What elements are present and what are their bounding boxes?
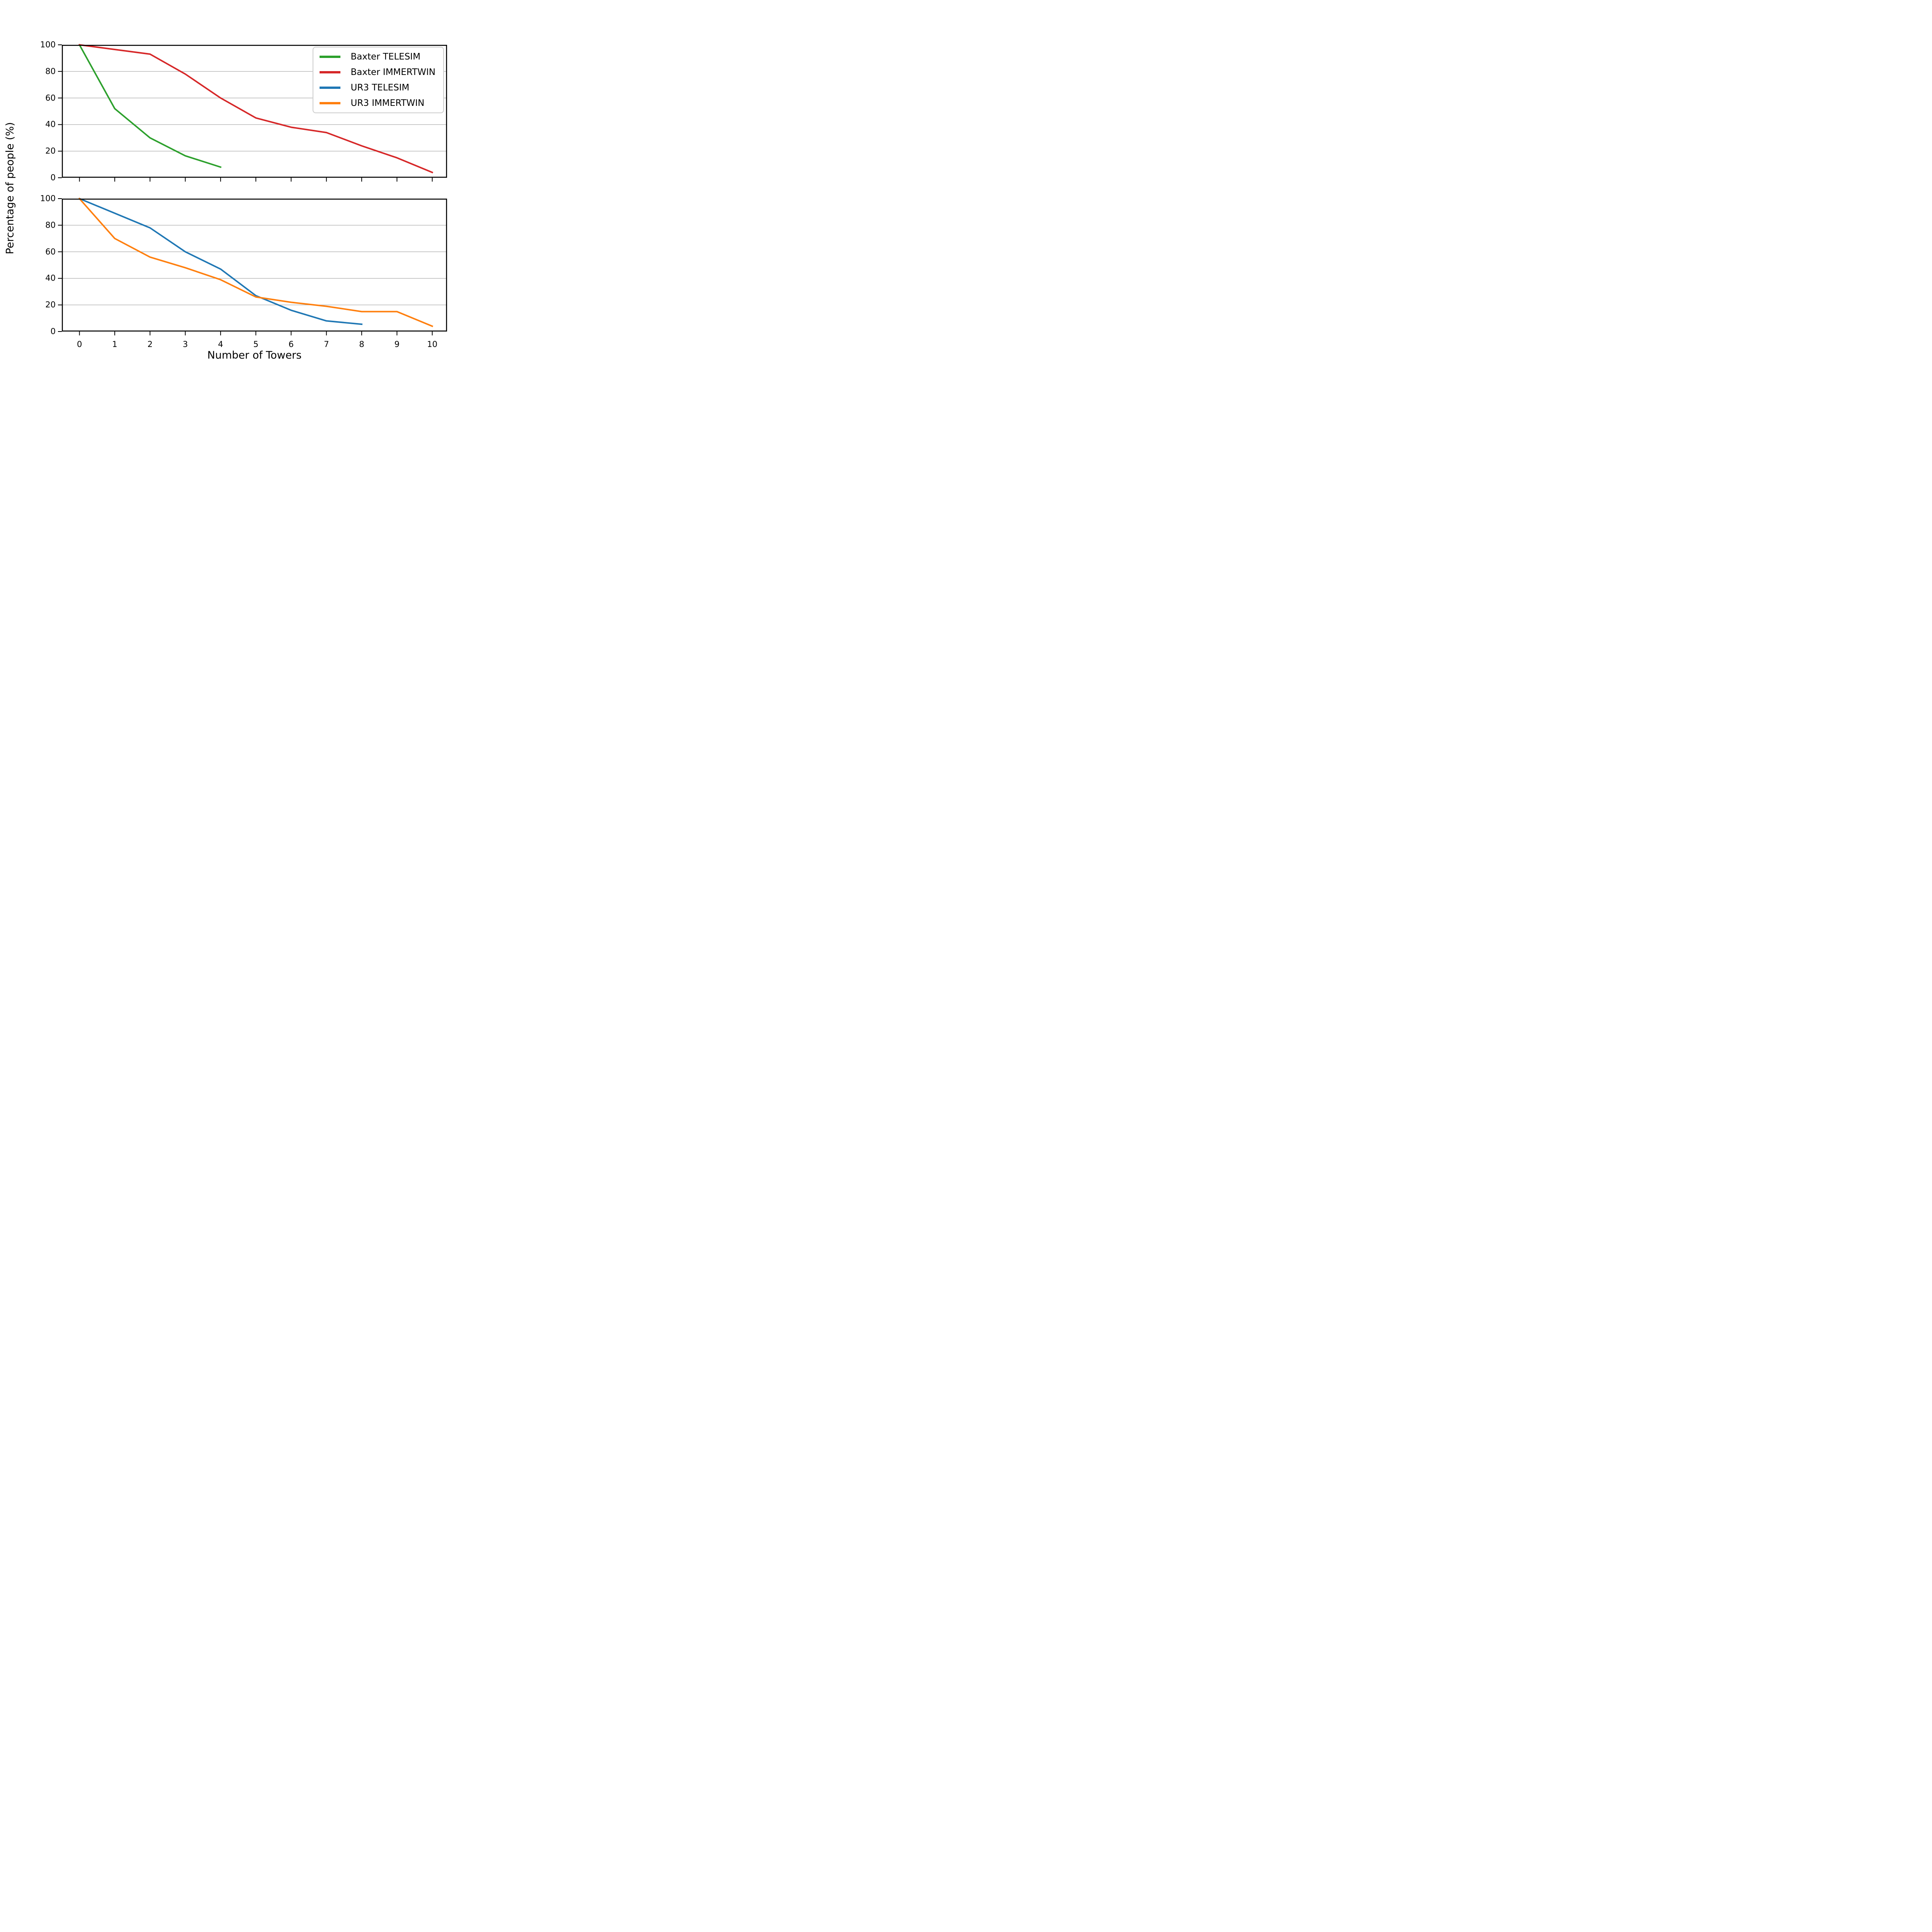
legend-item-label: UR3 TELESIM bbox=[350, 83, 410, 93]
y-tick-label-80: 80 bbox=[45, 220, 56, 230]
y-tick-label-60: 60 bbox=[45, 93, 56, 103]
baxter-chart-panel: 0 20 40 60 80 100 Baxter TELESIM Baxter IMMERTW… bbox=[40, 41, 447, 182]
y-axis-label: Percentage of people (%) bbox=[4, 122, 16, 254]
x-tick-label-9: 9 bbox=[394, 340, 400, 349]
y-tick-label-0: 0 bbox=[50, 327, 56, 336]
figure: Percentage of people (%) 0 20 40 60 80 100 Bax… bbox=[0, 0, 495, 371]
series-line-ur3-immertwin bbox=[78, 197, 434, 327]
y-tick-label-60: 60 bbox=[45, 247, 56, 257]
y-tick-label-20: 20 bbox=[45, 300, 56, 310]
legend-item-label: Baxter TELESIM bbox=[350, 52, 421, 62]
legend-item-ur3-immertwin: UR3 IMMERTWIN bbox=[320, 99, 435, 108]
legend-item-label: Baxter IMMERTWIN bbox=[350, 67, 435, 77]
legend-line-swatch bbox=[320, 102, 341, 104]
series-line-baxter-immertwin bbox=[78, 44, 434, 173]
ur3-chart-panel: 0 20 40 60 80 100 0 1 2 3 4 5 6 7 8 9 10 bbox=[40, 194, 447, 349]
y-tick-label-100: 100 bbox=[40, 194, 56, 203]
x-tick-label-4: 4 bbox=[218, 340, 223, 349]
x-tick-label-5: 5 bbox=[253, 340, 259, 349]
x-tick-label-3: 3 bbox=[182, 340, 188, 349]
y-tick-label-100: 100 bbox=[40, 40, 56, 49]
x-axis-label: Number of Towers bbox=[207, 349, 302, 361]
legend-line-swatch bbox=[320, 71, 341, 73]
legend-line-swatch bbox=[320, 56, 341, 58]
axes-spines bbox=[61, 198, 447, 332]
y-tick-label-40: 40 bbox=[45, 119, 56, 129]
x-tick-label-2: 2 bbox=[147, 340, 153, 349]
series-line-baxter-telesim bbox=[78, 44, 222, 168]
x-tick-label-1: 1 bbox=[112, 340, 117, 349]
legend-item-label: UR3 IMMERTWIN bbox=[350, 98, 425, 108]
legend-item-baxter-telesim: Baxter TELESIM bbox=[320, 52, 435, 61]
y-tick-label-0: 0 bbox=[50, 173, 56, 182]
x-tick-label-8: 8 bbox=[359, 340, 364, 349]
x-tick-label-7: 7 bbox=[324, 340, 329, 349]
x-tick-label-0: 0 bbox=[77, 340, 82, 349]
legend-item-ur3-telesim: UR3 TELESIM bbox=[320, 83, 435, 92]
y-tick-label-40: 40 bbox=[45, 273, 56, 283]
axes-spines bbox=[61, 44, 447, 178]
ur3-survival-svg bbox=[58, 197, 447, 335]
legend-line-swatch bbox=[320, 87, 341, 89]
y-tick-label-80: 80 bbox=[45, 66, 56, 76]
series-line-ur3-telesim bbox=[78, 197, 363, 325]
legend-item-baxter-immertwin: Baxter IMMERTWIN bbox=[320, 68, 435, 77]
baxter-survival-svg bbox=[58, 44, 447, 182]
x-tick-label-6: 6 bbox=[288, 340, 294, 349]
x-tick-label-10: 10 bbox=[427, 340, 438, 349]
legend: Baxter TELESIM Baxter IMMERTWIN UR3 TELESI… bbox=[313, 47, 444, 113]
y-tick-label-20: 20 bbox=[45, 146, 56, 156]
